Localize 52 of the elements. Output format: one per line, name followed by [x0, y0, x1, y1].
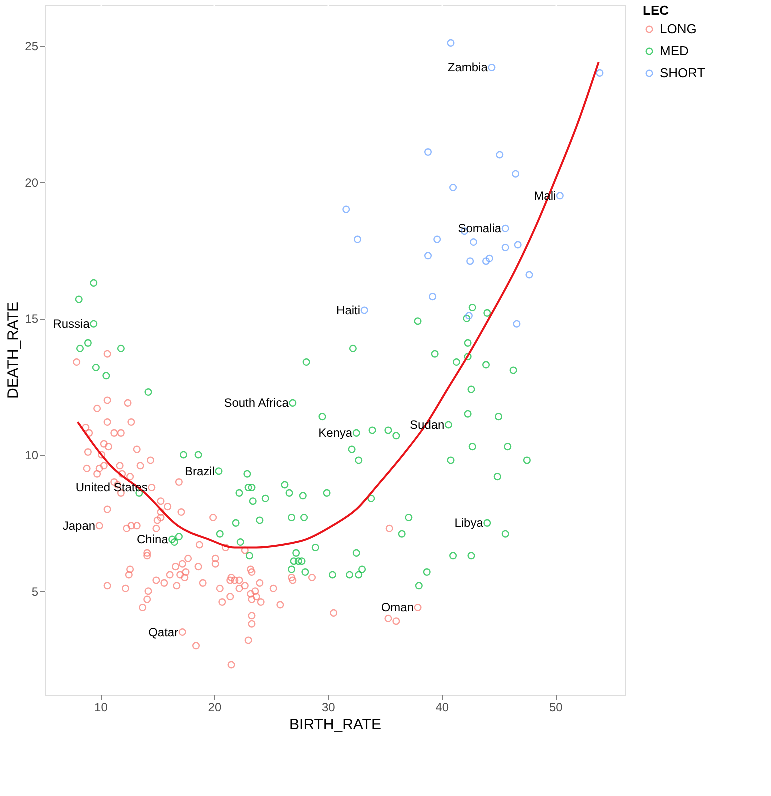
point — [556, 192, 564, 200]
point — [482, 258, 490, 266]
annotation: South Africa — [224, 396, 290, 410]
x-tick-label: 10 — [94, 700, 108, 714]
point — [424, 148, 432, 156]
point — [360, 306, 368, 314]
annotation: Qatar — [148, 625, 179, 640]
y-tick-label: 10 — [25, 448, 39, 462]
point — [486, 254, 494, 262]
point — [429, 293, 437, 301]
y-tick-label: 5 — [32, 584, 39, 599]
annotation: Brazil — [184, 464, 215, 478]
point — [514, 241, 522, 249]
point — [434, 236, 442, 244]
point — [470, 238, 478, 246]
x-tick-label: 30 — [322, 700, 336, 714]
point — [513, 320, 521, 328]
annotation: Kenya — [318, 426, 353, 440]
point — [424, 252, 432, 260]
annotation: Japan — [62, 518, 96, 533]
annotation: Somalia — [458, 222, 502, 236]
legend-label: MED — [660, 44, 689, 58]
annotation: Haiti — [336, 303, 361, 318]
annotation: Zambia — [448, 60, 488, 75]
point — [447, 39, 455, 47]
point — [526, 271, 534, 279]
annotation: Russia — [53, 317, 90, 332]
annotation: Libya — [454, 516, 484, 530]
legend-label: SHORT — [660, 66, 706, 80]
point — [488, 64, 496, 72]
point — [354, 236, 362, 244]
x-tick-label: 20 — [208, 700, 222, 714]
point — [596, 69, 604, 77]
x-tick-label: 40 — [436, 700, 450, 714]
x-axis-title: BIRTH_RATE — [290, 716, 382, 734]
point — [502, 224, 510, 232]
annotation: Oman — [381, 600, 414, 615]
y-tick-label: 20 — [25, 176, 39, 190]
point — [465, 312, 473, 320]
point — [450, 184, 458, 192]
y-axis-title: DEATH_RATE — [5, 302, 22, 399]
legend-label: LONG — [660, 22, 697, 36]
point — [466, 258, 474, 266]
annotation: China — [137, 532, 169, 547]
point — [496, 151, 504, 159]
point — [512, 170, 520, 178]
x-tick-label: 50 — [549, 700, 564, 714]
y-tick-label: 15 — [25, 312, 39, 326]
legend-title: LEC — [643, 3, 670, 18]
y-tick-label: 25 — [25, 39, 39, 54]
point — [502, 244, 510, 252]
point — [342, 206, 350, 214]
